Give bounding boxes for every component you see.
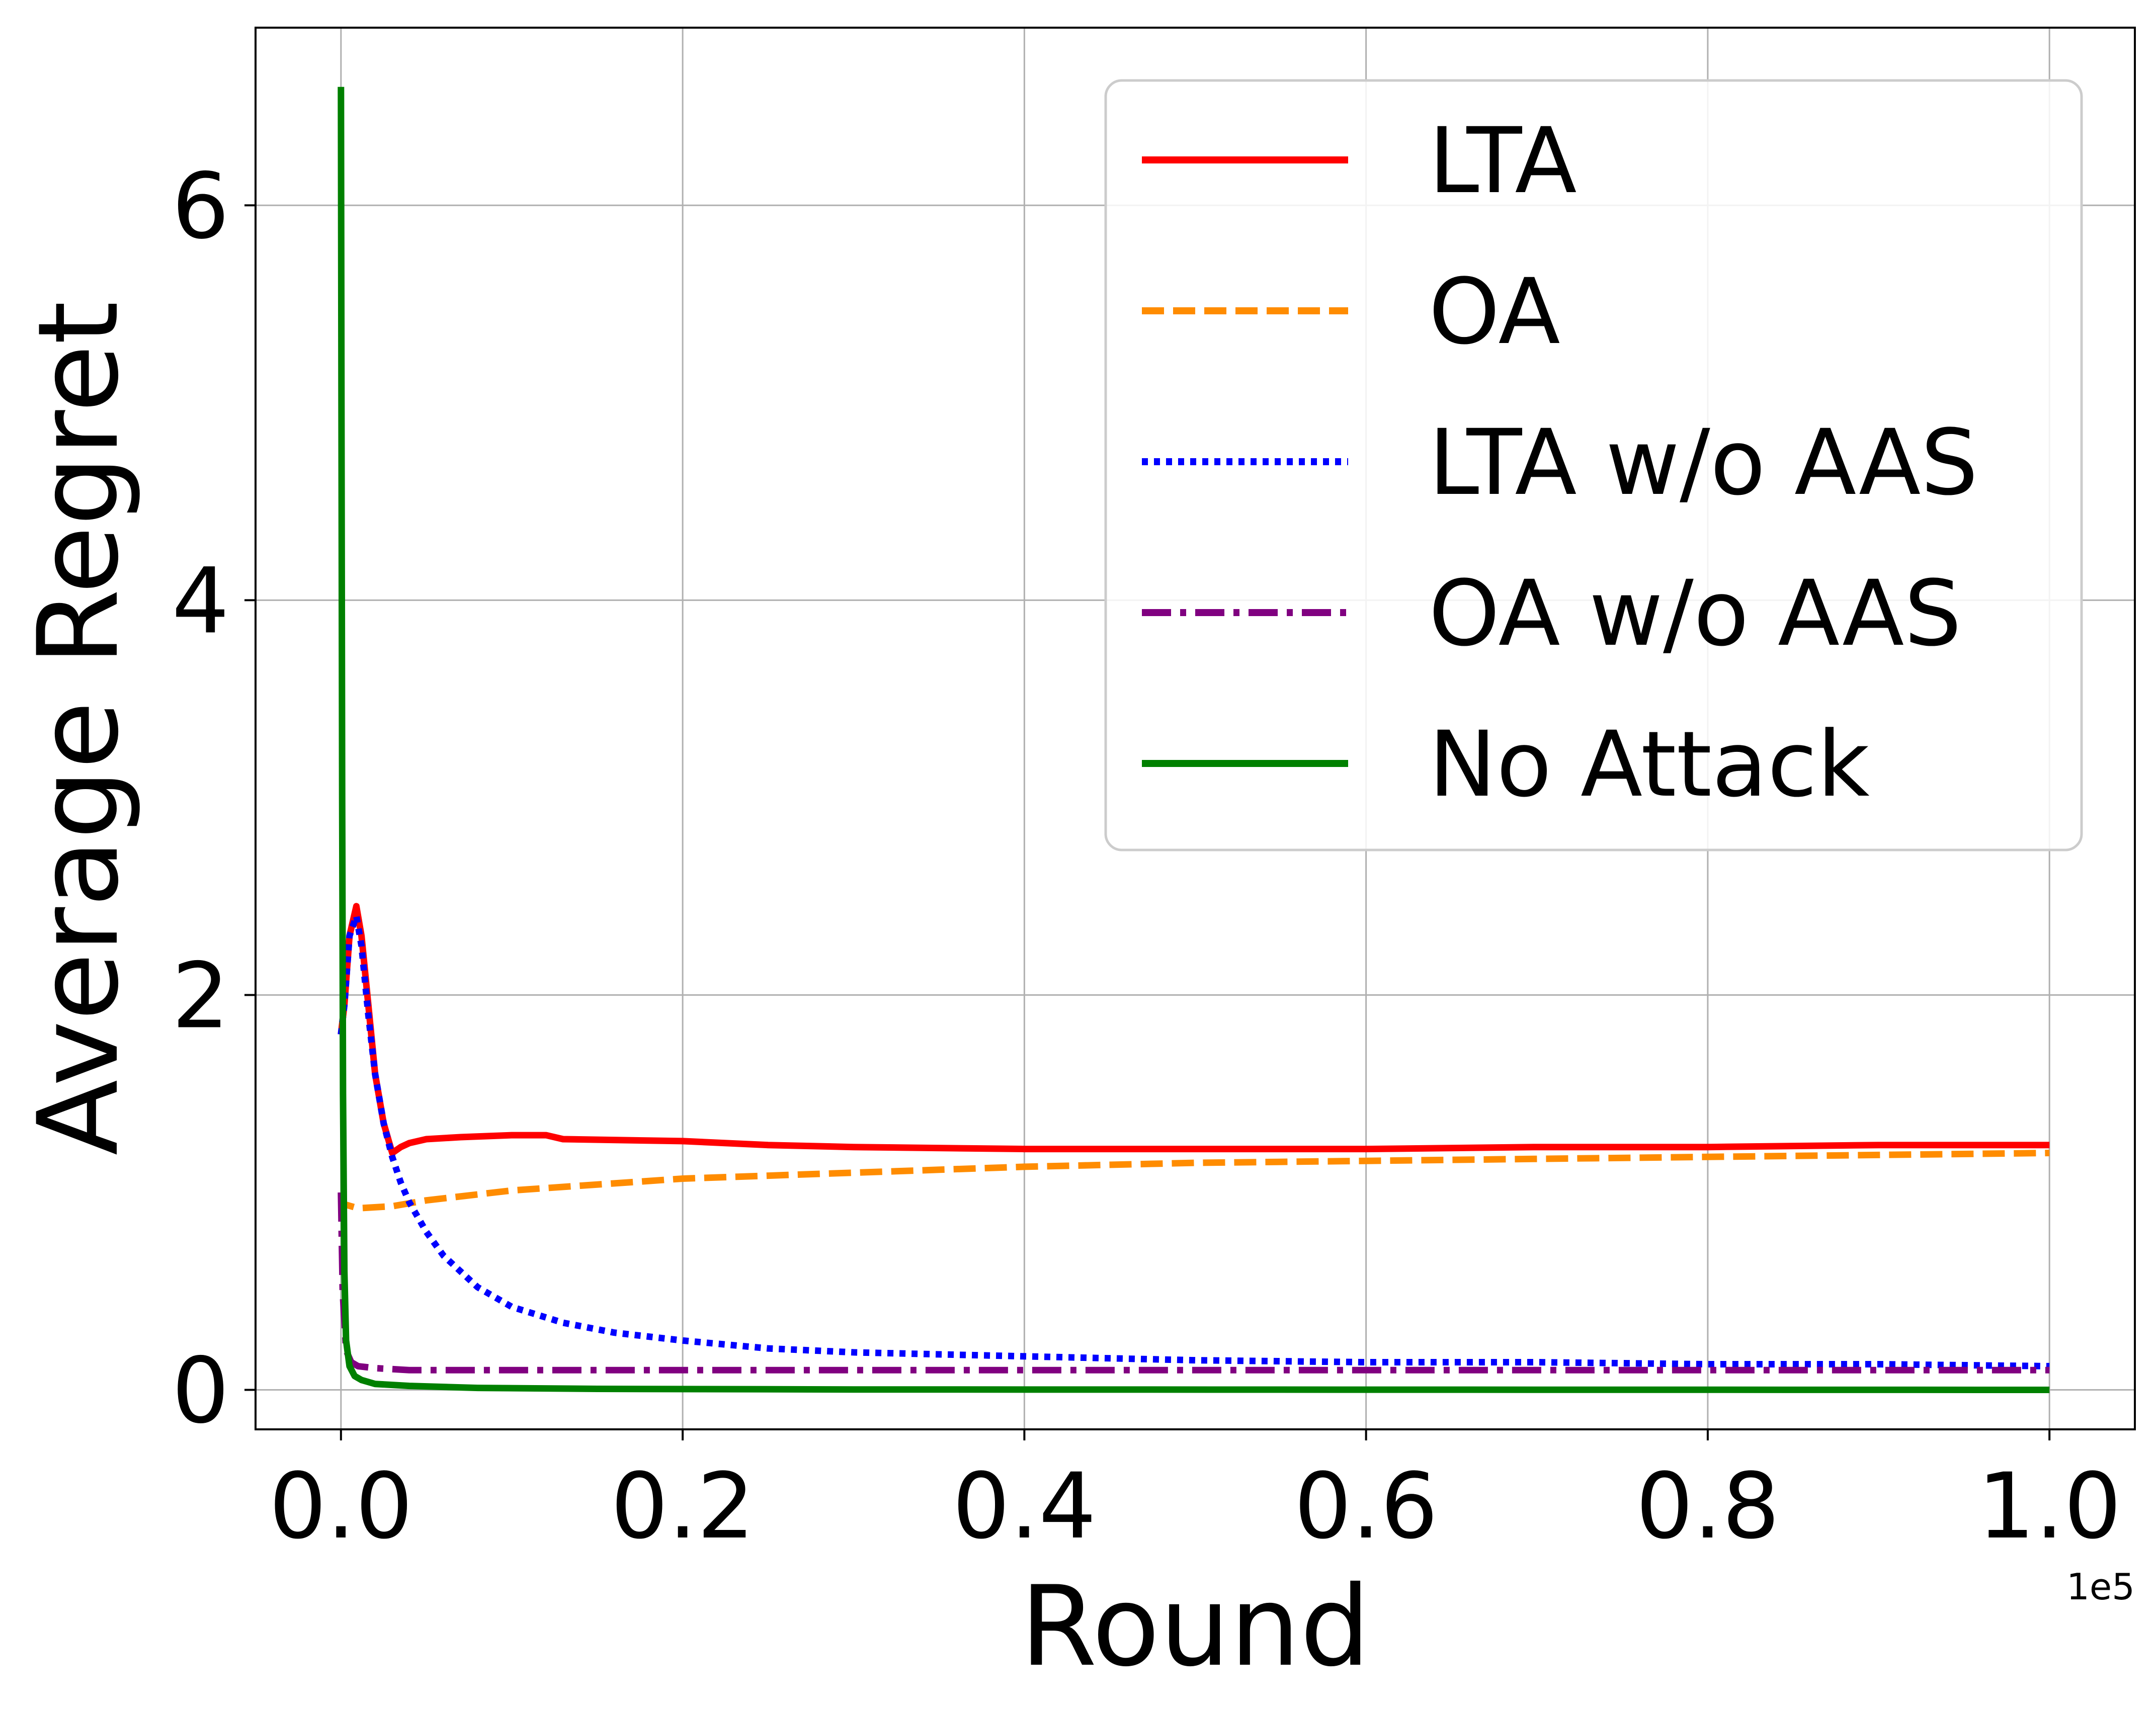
y-tick-label: 6 [172, 154, 229, 259]
x-tick-label: 0.6 [1294, 1454, 1438, 1559]
x-tick-label: 1.0 [1977, 1454, 2121, 1559]
legend-label: LTA w/o AAS [1429, 410, 1978, 516]
series-line [338, 87, 2050, 1393]
legend-label: LTA [1429, 109, 1577, 214]
legend-box [1104, 79, 2083, 851]
y-tick-label: 4 [172, 549, 229, 654]
plot-lines [338, 87, 2050, 1393]
series-line [338, 1192, 2050, 1374]
series-line [338, 912, 2050, 1369]
x-tick-label: 0.0 [269, 1454, 413, 1559]
plot-frame [255, 27, 2136, 1430]
x-offset-label: 1e5 [2066, 1566, 2135, 1608]
y-tick-label: 0 [172, 1338, 229, 1443]
y-axis: 0 2 4 6 [172, 154, 256, 1443]
legend-label: OA w/o AAS [1429, 561, 1962, 666]
series-line [338, 1150, 2050, 1212]
x-tick-label: 0.4 [952, 1454, 1096, 1559]
legend-label: OA [1429, 260, 1560, 365]
legend: LTA OA LTA w/o AAS OA w/o AAS No Attack [1104, 79, 2083, 851]
y-axis-title: Average Regret [14, 301, 143, 1156]
series-line [338, 903, 2050, 1156]
legend-label: No Attack [1429, 712, 1870, 817]
y-tick-label: 2 [172, 944, 229, 1049]
x-axis: 0.0 0.2 0.4 0.6 0.8 1.0 [269, 1429, 2121, 1559]
x-tick-label: 0.8 [1636, 1454, 1780, 1559]
x-axis-title: Round [1020, 1562, 1370, 1691]
x-tick-label: 0.2 [611, 1454, 755, 1559]
